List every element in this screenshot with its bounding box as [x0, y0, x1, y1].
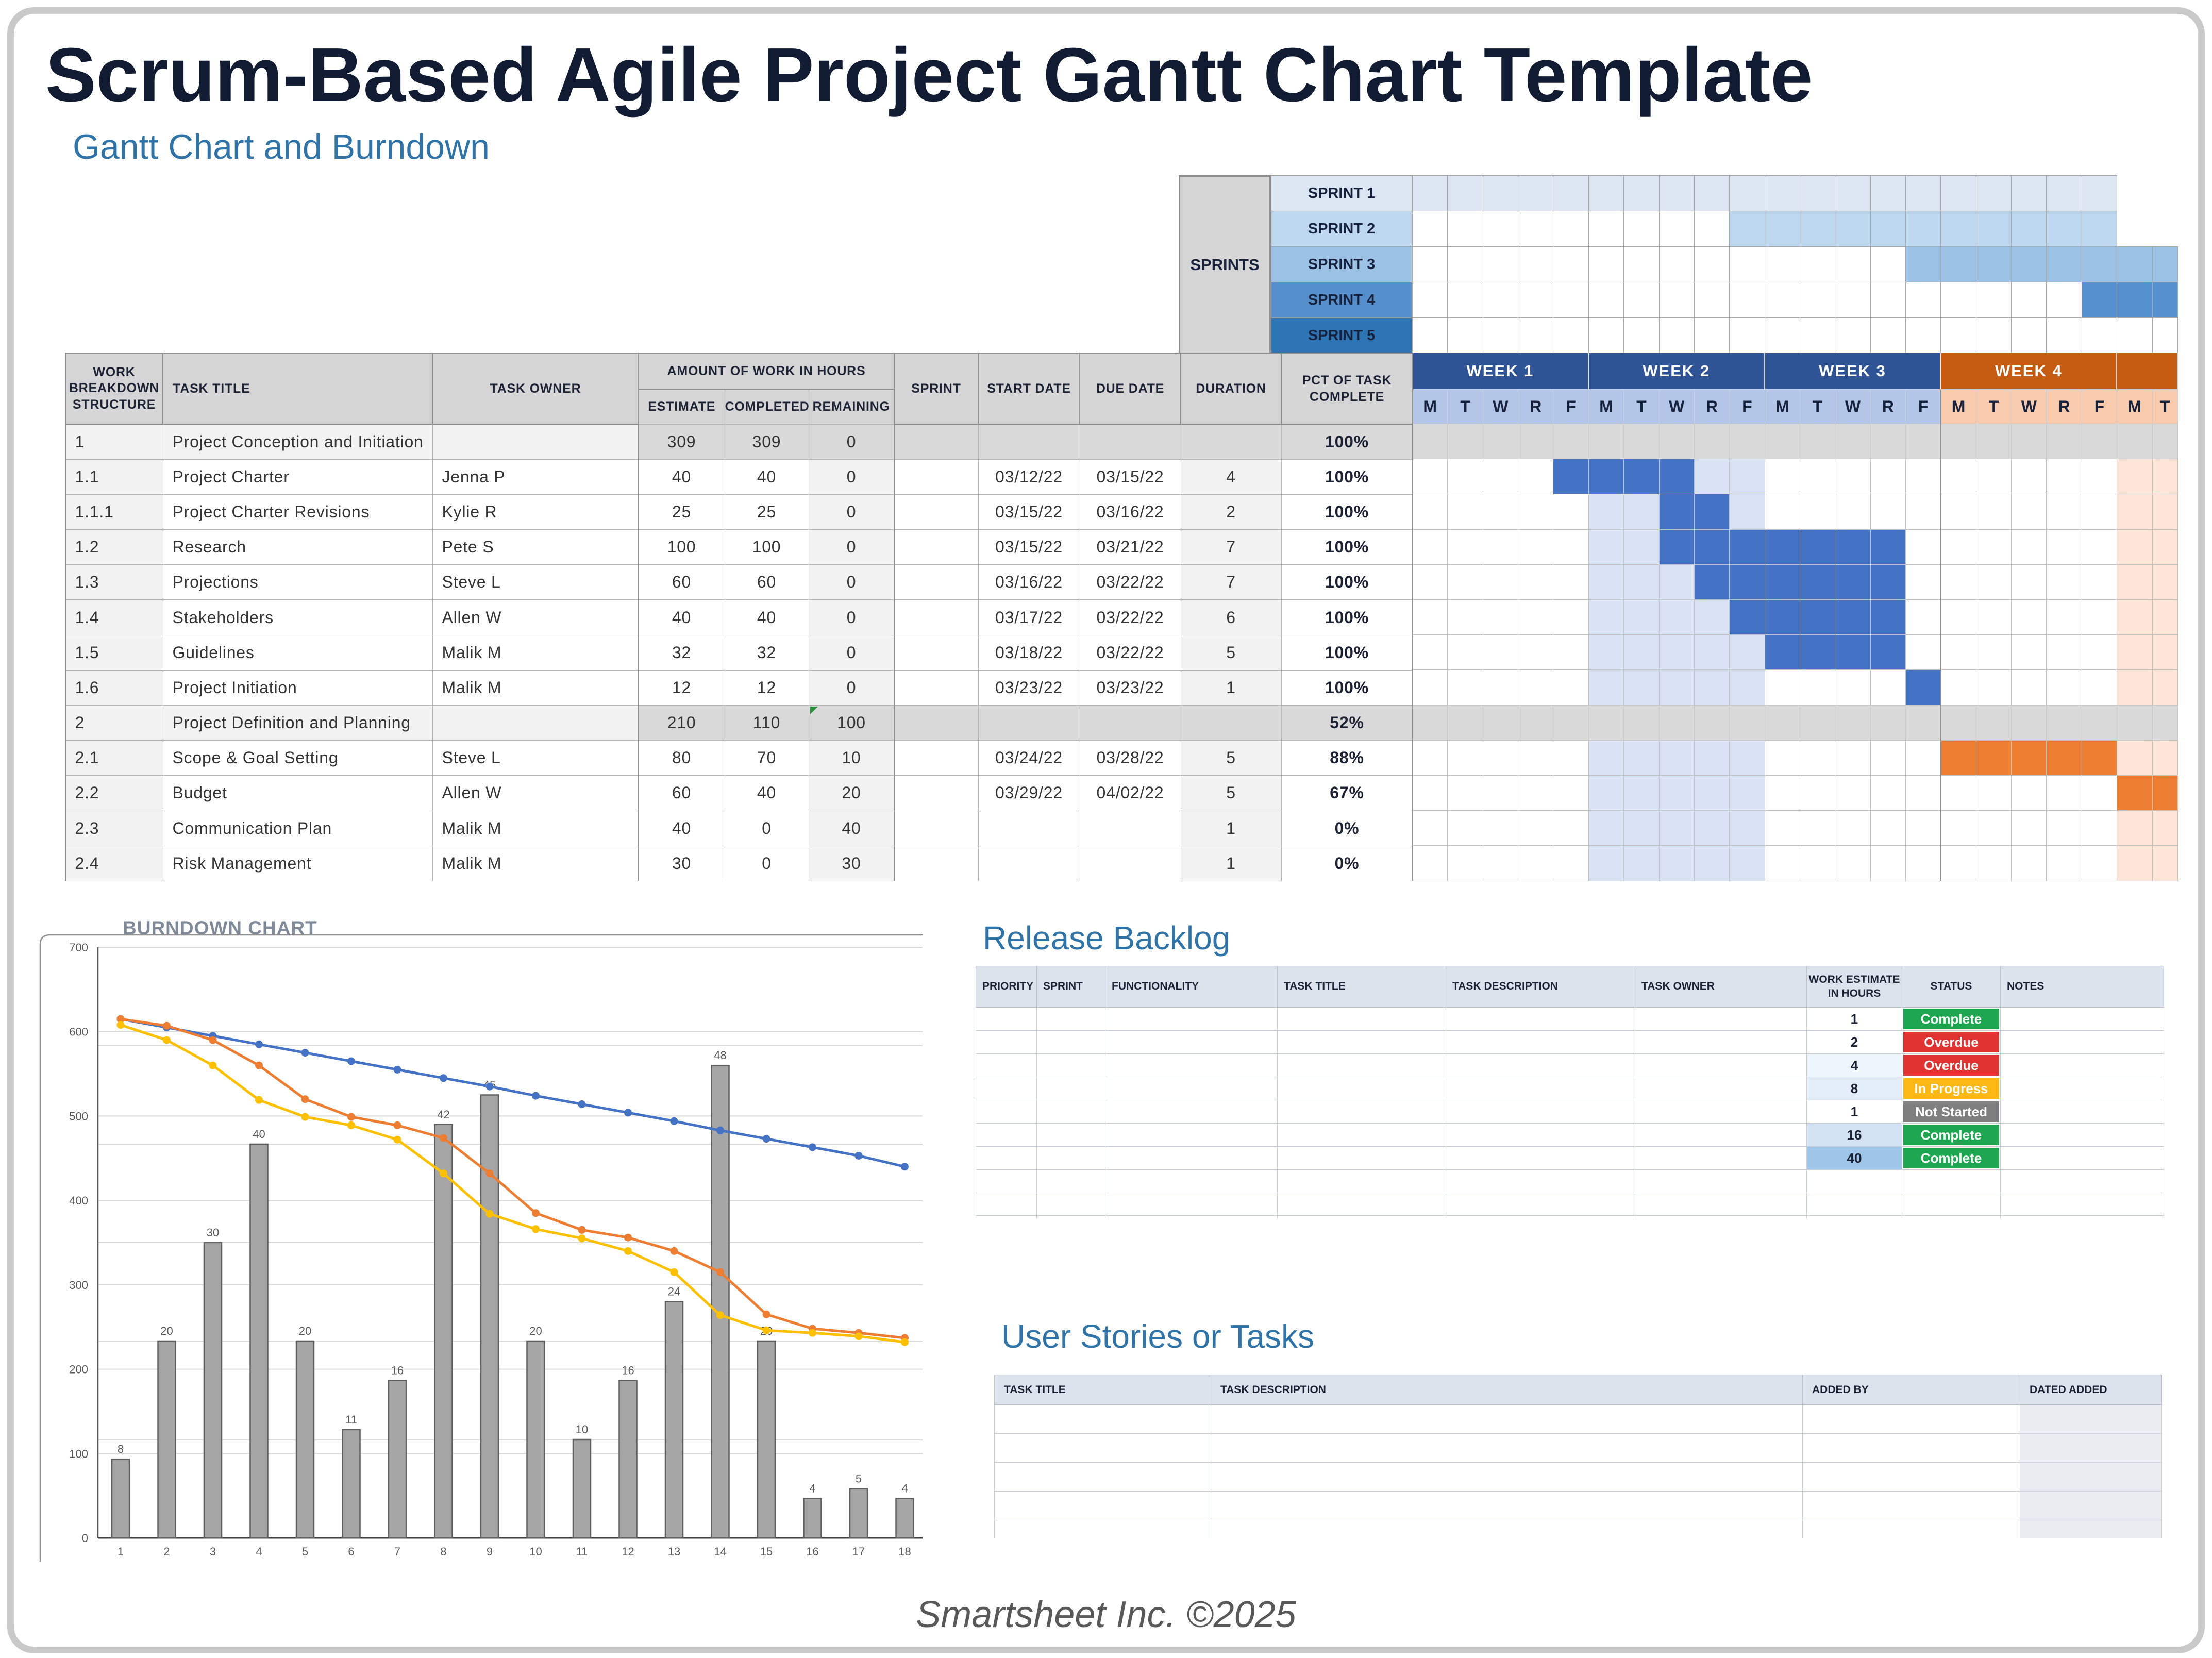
svg-text:20: 20: [529, 1325, 542, 1337]
svg-text:16: 16: [622, 1364, 634, 1377]
svg-text:16: 16: [391, 1364, 404, 1377]
svg-text:2: 2: [163, 1545, 170, 1558]
svg-text:5: 5: [302, 1545, 308, 1558]
svg-text:14: 14: [714, 1545, 726, 1558]
svg-text:42: 42: [437, 1108, 449, 1121]
svg-text:700: 700: [69, 941, 88, 954]
svg-text:6: 6: [348, 1545, 354, 1558]
svg-text:7: 7: [394, 1545, 400, 1558]
svg-text:200: 200: [69, 1363, 88, 1376]
svg-text:11: 11: [345, 1413, 357, 1426]
svg-text:300: 300: [69, 1279, 88, 1292]
svg-text:12: 12: [622, 1545, 634, 1558]
svg-text:8: 8: [440, 1545, 446, 1558]
svg-text:48: 48: [714, 1049, 726, 1062]
svg-text:16: 16: [806, 1545, 818, 1558]
svg-text:4: 4: [809, 1482, 815, 1495]
svg-text:0: 0: [82, 1532, 88, 1545]
svg-text:17: 17: [852, 1545, 865, 1558]
svg-text:100: 100: [69, 1447, 88, 1460]
svg-text:24: 24: [668, 1285, 680, 1298]
svg-text:8: 8: [118, 1443, 124, 1455]
svg-text:400: 400: [69, 1194, 88, 1207]
svg-text:5: 5: [856, 1472, 862, 1485]
svg-text:600: 600: [69, 1026, 88, 1039]
svg-text:3: 3: [210, 1545, 216, 1558]
svg-text:15: 15: [760, 1545, 773, 1558]
svg-text:20: 20: [160, 1325, 173, 1337]
svg-text:1: 1: [118, 1545, 124, 1558]
svg-text:500: 500: [69, 1110, 88, 1123]
svg-text:11: 11: [576, 1545, 588, 1558]
svg-text:18: 18: [898, 1545, 911, 1558]
svg-text:13: 13: [668, 1545, 680, 1558]
svg-text:9: 9: [487, 1545, 493, 1558]
svg-text:40: 40: [253, 1128, 265, 1141]
svg-text:4: 4: [901, 1482, 908, 1495]
svg-text:10: 10: [576, 1423, 588, 1436]
svg-text:4: 4: [256, 1545, 262, 1558]
svg-text:30: 30: [207, 1226, 219, 1239]
svg-text:10: 10: [529, 1545, 542, 1558]
svg-text:20: 20: [299, 1325, 311, 1337]
